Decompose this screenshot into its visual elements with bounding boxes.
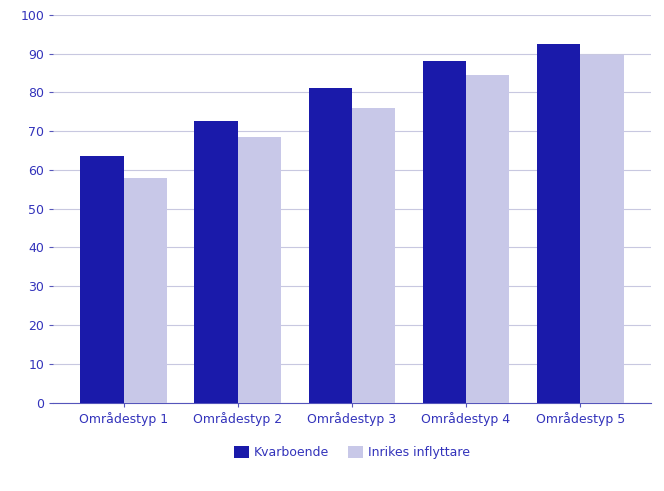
Bar xyxy=(124,178,167,403)
Bar xyxy=(352,108,395,403)
Bar xyxy=(580,55,623,403)
Bar xyxy=(537,44,580,403)
Bar xyxy=(466,75,509,403)
Bar xyxy=(423,61,466,403)
Bar xyxy=(195,121,238,403)
Bar xyxy=(238,137,281,403)
Legend: Kvarboende, Inrikes inflyttare: Kvarboende, Inrikes inflyttare xyxy=(229,441,475,464)
Bar xyxy=(80,156,124,403)
Bar xyxy=(309,88,352,403)
